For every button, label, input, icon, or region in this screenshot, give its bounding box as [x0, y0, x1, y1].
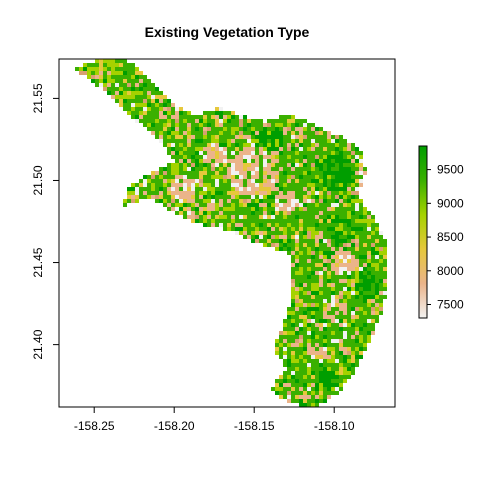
raster-cells: [75, 59, 387, 407]
colorbar-tick-label: 8000: [437, 264, 464, 278]
colorbar-tick-label: 9000: [437, 196, 464, 210]
y-axis: 21.40 21.45 21.50 21.55: [31, 83, 60, 360]
colorbar: 7500 8000 8500 9000 9500: [418, 145, 464, 319]
raster-cells: [79, 59, 387, 407]
y-tick-label: 21.55: [31, 83, 45, 113]
raster-cells: [99, 83, 387, 399]
y-tick-label: 21.40: [31, 329, 45, 359]
y-tick-label: 21.45: [31, 247, 45, 277]
x-tick-label: -158.15: [234, 419, 275, 433]
x-tick-label: -158.20: [154, 419, 195, 433]
x-axis: -158.25 -158.20 -158.15 -158.10: [74, 406, 355, 433]
colorbar-scale: [418, 145, 428, 319]
vegetation-raster: [75, 59, 387, 407]
x-tick-label: -158.10: [314, 419, 355, 433]
y-tick-label: 21.50: [31, 165, 45, 195]
colorbar-tick-label: 7500: [437, 298, 464, 312]
x-tick-label: -158.25: [74, 419, 115, 433]
colorbar-tick-label: 8500: [437, 230, 464, 244]
chart-title: Existing Vegetation Type: [145, 24, 310, 40]
colorbar-tick-label: 9500: [437, 163, 464, 177]
